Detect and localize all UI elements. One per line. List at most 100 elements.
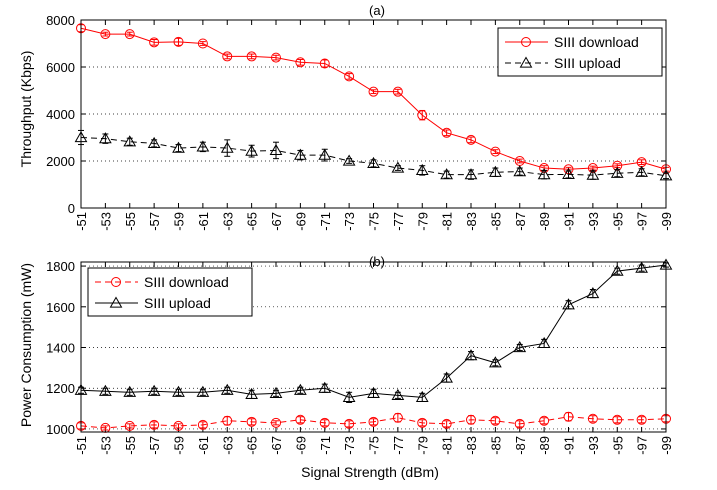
panel-a-x-tick-label: -67 — [269, 212, 284, 231]
panel-b-series-siii-download — [76, 411, 671, 433]
panel-a-data-point — [222, 51, 233, 62]
panel-b-x-tick-label: -71 — [318, 436, 333, 455]
panel-a-data-point — [99, 132, 112, 144]
panel-b-x-tick-label: -59 — [172, 436, 187, 455]
panel-b-data-point — [489, 356, 502, 368]
panel-b-series-siii-upload — [74, 258, 673, 403]
panel-a-data-point — [295, 57, 306, 68]
panel-a-data-point — [489, 165, 502, 177]
panel-b-data-point — [539, 415, 550, 426]
panel-b-data-point — [318, 381, 332, 393]
panel-a-data-point — [294, 148, 307, 160]
panel-a-x-tick-label: -91 — [562, 212, 577, 231]
panel-a-data-point — [635, 165, 648, 177]
panel-b-data-point — [196, 385, 210, 397]
panel-a-frame — [80, 19, 667, 209]
panel-b-data-point — [415, 390, 429, 403]
panel-b-data-point — [391, 388, 405, 400]
panel-b-x-tick-label: -53 — [98, 436, 113, 455]
panel-b-data-point — [587, 413, 598, 424]
panel-a-data-point — [368, 86, 379, 97]
panel-a-x-tick-label: -71 — [318, 212, 333, 231]
panel-b-x-tick-label: -51 — [74, 436, 89, 455]
panel-a-legend-label: SIII upload — [554, 55, 621, 71]
panel-a-y-tick-label: 2000 — [46, 154, 75, 169]
panel-b-data-point — [441, 418, 452, 429]
panel-a-x-tick-label: -79 — [415, 212, 430, 231]
panel-b-data-point — [612, 414, 623, 425]
panel-a-y-tick-label: 4000 — [46, 107, 75, 122]
panel-a-data-point — [123, 135, 137, 147]
panel-a-data-point — [245, 144, 258, 156]
panel-a-data-point — [342, 154, 356, 166]
panel-a-data-point — [344, 71, 355, 82]
panel-b-data-point — [172, 385, 185, 397]
panel-b-data-point — [147, 384, 161, 396]
panel-b-data-point — [440, 371, 453, 383]
panel-a-y-tick-label: 8000 — [46, 13, 75, 28]
panel-b-data-point — [124, 420, 135, 431]
panel-b-y-tick-label: 1200 — [46, 381, 75, 396]
panel-b-data-point — [392, 412, 403, 423]
panel-a-data-point — [172, 141, 185, 153]
panel-b-legend-box — [87, 267, 253, 317]
panel-a-legend-box — [497, 27, 663, 77]
panel-b-data-point — [464, 349, 478, 361]
panel-b-x-tick-label: -93 — [586, 436, 601, 455]
panel-a-x-tick-label: -81 — [440, 212, 455, 231]
panel-b-x-tick-label: -55 — [123, 436, 138, 455]
panel-b-data-point — [123, 385, 137, 397]
panel-b-legend-marker — [109, 296, 123, 308]
panel-a-y-tick-label: 0 — [68, 201, 75, 216]
panel-b-x-tick-label: -73 — [342, 436, 357, 455]
panel-a-y-tick-label: 6000 — [46, 60, 75, 75]
panel-b-legend: SIII download SIII upload — [87, 267, 253, 317]
throughput-panel: (a) Throughput (Kbps) 0 2000 4000 6000 8000 -… — [18, 3, 674, 231]
panel-b-x-tick-label: -67 — [269, 436, 284, 455]
panel-b-x-tick-label: -81 — [440, 436, 455, 455]
panel-b-data-point — [319, 417, 330, 428]
panel-b-y-tick-label: 1600 — [46, 300, 75, 315]
panel-a-x-tick-label: -97 — [635, 212, 650, 231]
panel-b-data-point — [367, 386, 380, 398]
panel-a-data-point — [417, 110, 428, 121]
panel-a-data-point — [441, 127, 452, 138]
panel-a-data-point — [319, 58, 330, 69]
panel-a-x-tick-label: -61 — [196, 212, 211, 231]
panel-b-x-tick-label: -95 — [610, 436, 625, 455]
panel-b-data-point — [269, 386, 283, 398]
panel-a-data-point — [147, 136, 161, 148]
panel-a-data-point — [392, 86, 403, 97]
panel-a-x-tick-label: -53 — [98, 212, 113, 231]
panel-a-legend-marker — [521, 37, 531, 47]
panel-a-data-point — [100, 29, 111, 40]
panel-a-x-tick-label: -55 — [123, 212, 138, 231]
panel-b-x-tick-label: -57 — [147, 436, 162, 455]
panel-a-data-point — [220, 141, 234, 153]
panel-b-data-point — [610, 264, 624, 276]
panel-b-data-point — [245, 387, 258, 399]
panel-a-data-point — [513, 165, 527, 177]
panel-a-x-tick-label: -69 — [293, 212, 308, 231]
panel-a-x-tick-label: -99 — [659, 212, 674, 231]
panel-b-data-point — [537, 336, 551, 349]
panel-b-data-point — [514, 418, 525, 429]
panel-b-data-point — [636, 414, 647, 425]
panel-b-data-point — [149, 419, 160, 430]
panel-a-label: (a) — [369, 3, 385, 18]
panel-a-data-point — [196, 140, 210, 152]
panel-a-x-tick-label: -95 — [610, 212, 625, 231]
panel-b-data-point — [294, 383, 307, 395]
panel-b-data-point — [562, 298, 575, 310]
panel-a-x-tick-label: -75 — [367, 212, 382, 231]
panel-b-x-tick-label: -83 — [464, 436, 479, 455]
panel-b-x-tick-label: -61 — [196, 436, 211, 455]
panel-b-x-tick-label: -99 — [659, 436, 674, 455]
panel-b-x-tick-label: -69 — [293, 436, 308, 455]
panel-b-x-tick-label: -89 — [537, 436, 552, 455]
panel-a-x-tick-label: -65 — [245, 212, 260, 231]
panel-a-x-tick-label: -87 — [513, 212, 528, 231]
panel-a-x-tick-label: -63 — [220, 212, 235, 231]
panel-a-data-point — [440, 168, 453, 180]
